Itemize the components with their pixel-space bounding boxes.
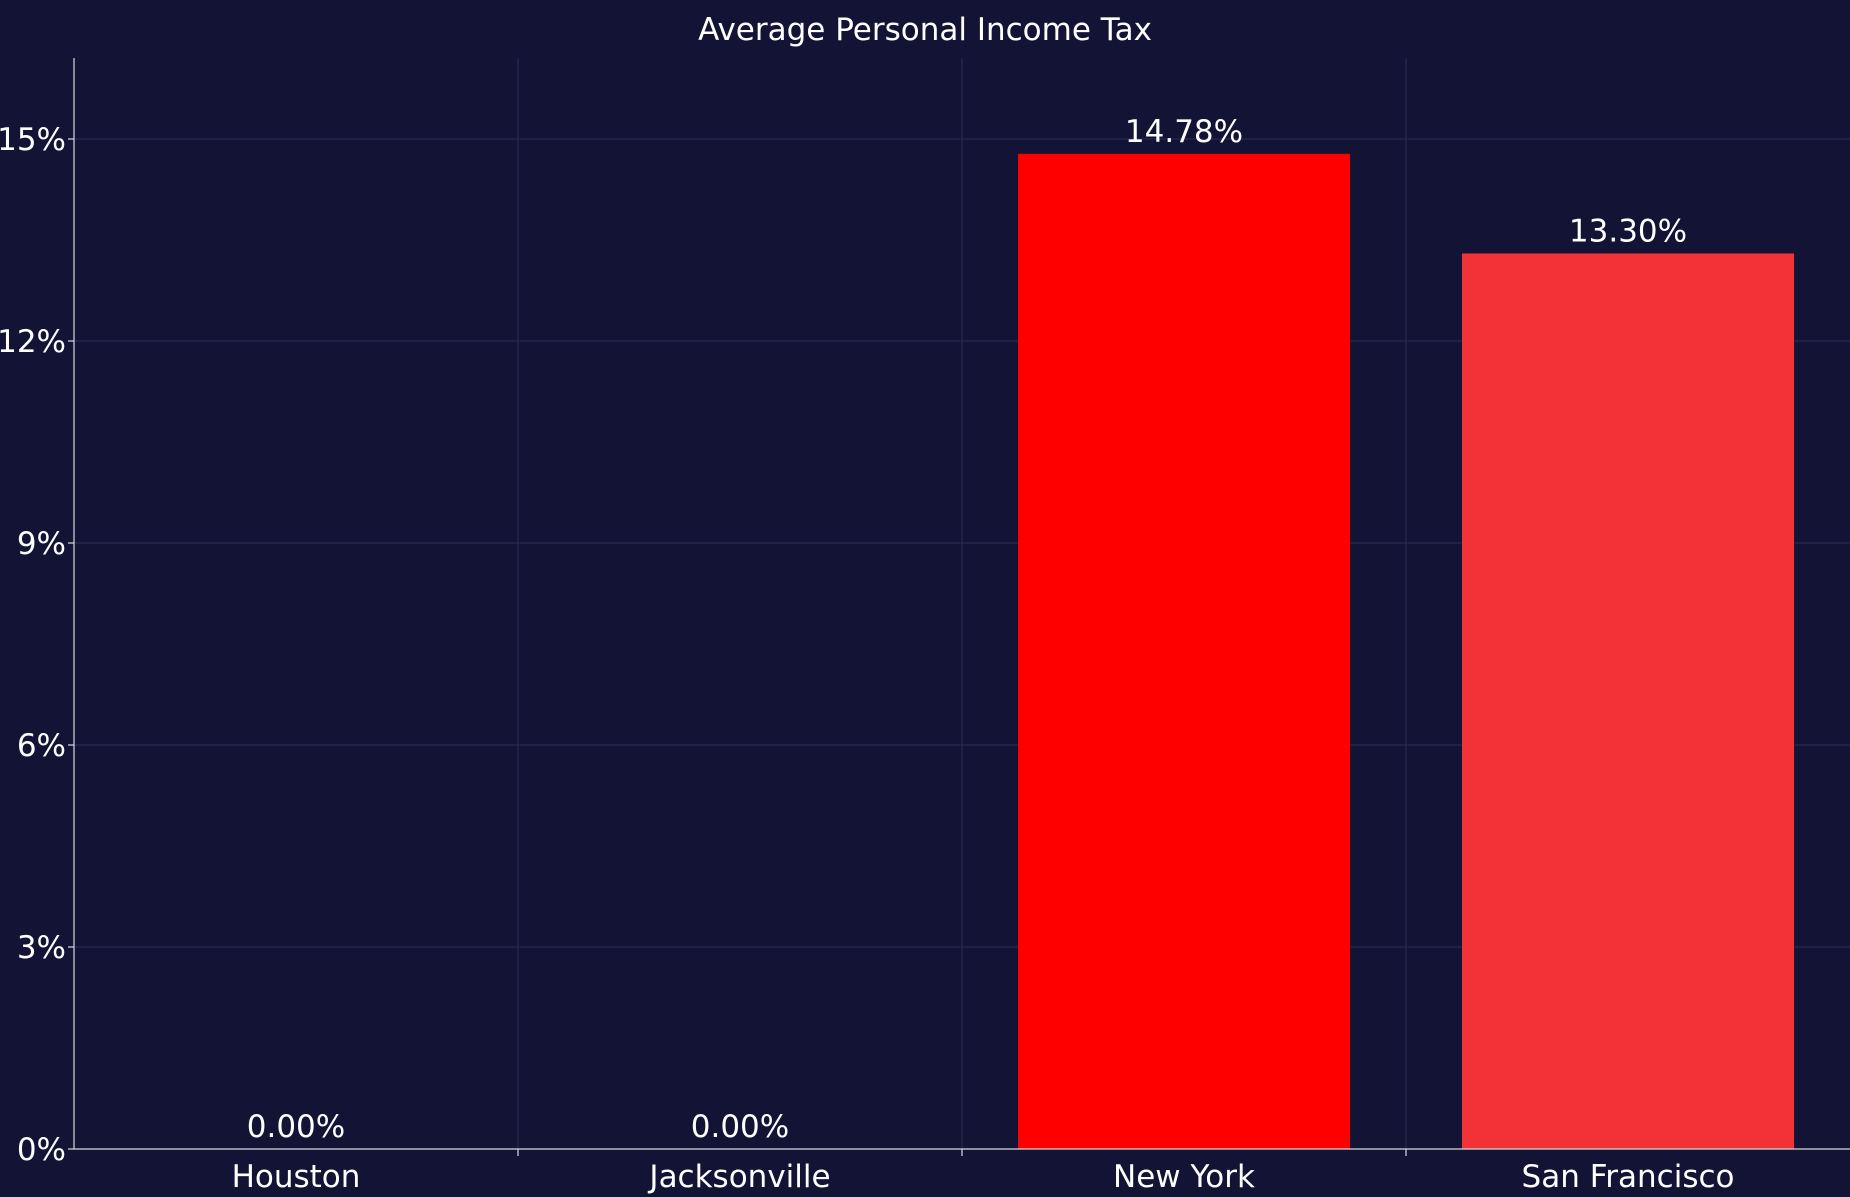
data-label: 14.78% — [1125, 114, 1243, 150]
labels: 0% 3% 6% 9% 12% 15% 0.00% Houston 0.00% Jacksonvi… — [0, 114, 1734, 1195]
axes — [68, 58, 1850, 1156]
y-tick-label: 15% — [0, 122, 66, 158]
x-tick-label: Houston — [232, 1159, 361, 1195]
y-tick-label: 9% — [17, 526, 66, 562]
x-tick-label: San Francisco — [1522, 1159, 1735, 1195]
data-label: 13.30% — [1569, 213, 1687, 249]
x-tick-label: New York — [1113, 1159, 1255, 1195]
y-tick-label: 3% — [17, 930, 66, 966]
chart-title: Average Personal Income Tax — [698, 12, 1152, 48]
bar-new-york — [1018, 153, 1350, 1149]
data-label: 0.00% — [691, 1109, 789, 1145]
x-tick-label: Jacksonville — [647, 1159, 830, 1195]
y-tick-label: 6% — [17, 728, 66, 764]
y-tick-label: 12% — [0, 324, 66, 360]
y-tick-label: 0% — [17, 1132, 66, 1168]
bars — [1018, 153, 1794, 1149]
data-label: 0.00% — [247, 1109, 345, 1145]
bar-san-francisco — [1462, 253, 1794, 1149]
gridlines — [74, 58, 1850, 1149]
